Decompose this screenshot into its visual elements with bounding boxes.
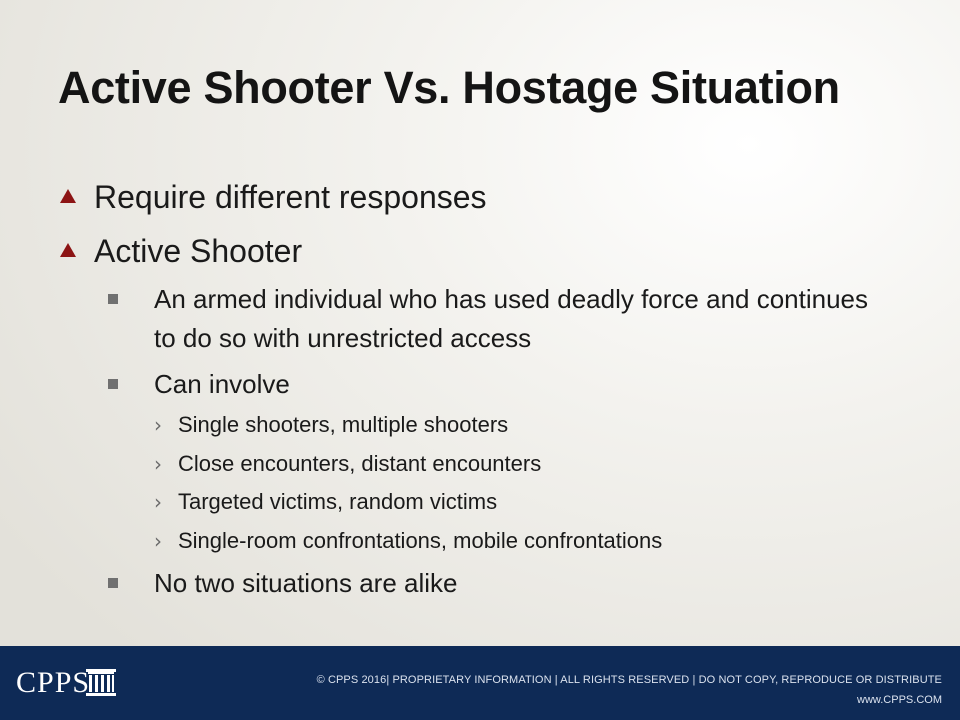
chevron-bullet-icon: › (154, 529, 162, 553)
triangle-bullet-icon (60, 189, 76, 203)
bullet-text: Close encounters, distant encounters (178, 451, 542, 476)
website-link[interactable]: www.CPPS.COM (857, 694, 942, 706)
square-bullet-icon (108, 379, 118, 389)
bullet-text: No two situations are alike (154, 568, 458, 598)
bullet-text: Single shooters, multiple shooters (178, 412, 509, 437)
cpps-logo: CPPS (16, 666, 126, 700)
chevron-bullet-icon: › (154, 452, 162, 476)
square-bullet-icon (108, 294, 118, 304)
logo-text: CPPS (16, 666, 91, 699)
bullet-text: Active Shooter (94, 233, 303, 269)
pillars-icon (86, 669, 116, 696)
bullet-text: Targeted victims, random victims (178, 489, 498, 514)
chevron-bullet-icon: › (154, 490, 162, 514)
copyright-notice: © CPPS 2016| PROPRIETARY INFORMATION | A… (316, 674, 942, 686)
chevron-bullet-icon: › (154, 413, 162, 437)
footer-bar: CPPS © CPPS 2016| PROPRIETARY INFORMATIO… (0, 646, 960, 720)
square-bullet-icon (108, 578, 118, 588)
slide-title: Active Shooter Vs. Hostage Situation (58, 62, 840, 113)
bullet-text: Require different responses (94, 179, 487, 215)
triangle-bullet-icon (60, 243, 76, 257)
bullet-text: An armed individual who has used deadly … (154, 284, 869, 353)
bullet-text: Can involve (154, 369, 290, 399)
bullet-text: Single-room confrontations, mobile confr… (178, 528, 663, 553)
